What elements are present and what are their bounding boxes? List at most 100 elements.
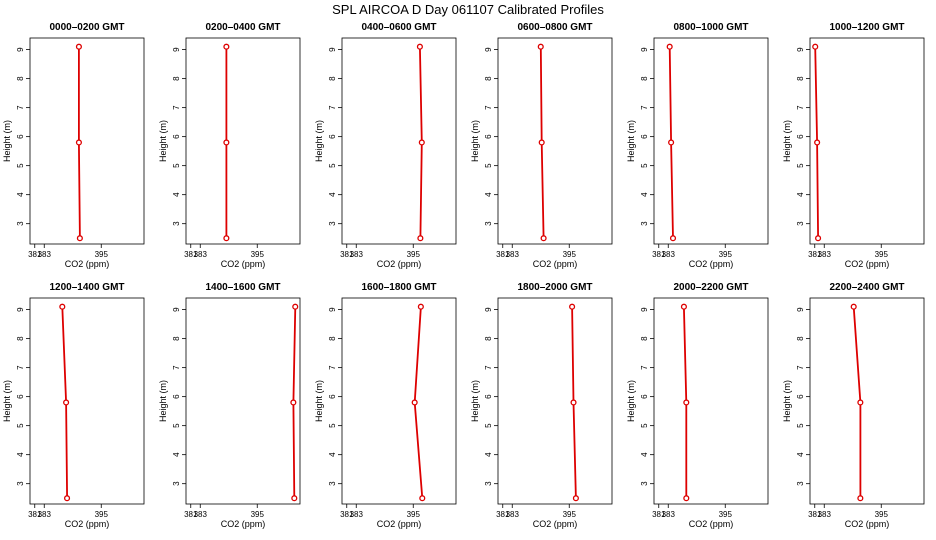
panel-title: 0200–0400 GMT [205,22,280,33]
x-tick-label: 383 [350,510,364,519]
profile-point [418,139,425,146]
y-tick-label: 8 [484,76,493,81]
y-tick-label: 4 [796,192,805,197]
x-tick-label: 395 [719,510,733,519]
y-axis-label: Height (m) [158,380,168,422]
panel-title: 1200–1400 GMT [49,282,124,293]
y-tick-label: 5 [328,163,337,168]
y-tick-label: 3 [16,481,25,486]
y-tick-label: 5 [796,163,805,168]
plot-frame [29,297,145,505]
profile-point [419,495,426,502]
y-tick-label: 7 [328,105,337,110]
x-tick-label: 381 [28,510,42,519]
x-tick-label: 381 [808,510,822,519]
y-tick-label: 3 [796,481,805,486]
profile-point [569,303,576,310]
y-tick-label: 5 [172,163,181,168]
profile-point [75,139,82,146]
y-tick-label: 3 [172,481,181,486]
y-tick-label: 6 [16,134,25,139]
profile-point [223,43,230,50]
plot-frame [185,37,301,245]
y-tick-label: 9 [484,47,493,52]
y-tick-label: 8 [796,336,805,341]
x-tick-label: 381 [652,510,666,519]
profile-point [680,303,687,310]
x-tick-label: 383 [38,250,52,259]
y-tick-label: 8 [640,76,649,81]
x-axis-label: CO2 (ppm) [533,259,578,269]
x-tick-label: 383 [662,250,676,259]
profile-point [815,235,822,242]
x-axis-label: CO2 (ppm) [689,259,734,269]
y-axis-label: Height (m) [158,120,168,162]
y-tick-label: 8 [172,336,181,341]
x-tick-label: 381 [184,510,198,519]
y-tick-label: 4 [328,192,337,197]
y-tick-label: 3 [328,221,337,226]
profile-point [572,495,579,502]
y-tick-label: 7 [640,365,649,370]
x-tick-label: 395 [875,510,889,519]
panel-title: 0400–0600 GMT [361,22,436,33]
y-axis-label: Height (m) [626,380,636,422]
y-tick-label: 9 [640,47,649,52]
y-tick-label: 6 [484,134,493,139]
y-tick-label: 5 [172,423,181,428]
x-axis-label: CO2 (ppm) [845,259,890,269]
y-tick-label: 5 [16,163,25,168]
y-axis-label: Height (m) [782,380,792,422]
y-tick-label: 6 [16,394,25,399]
y-tick-label: 4 [16,192,25,197]
x-axis-label: CO2 (ppm) [221,519,266,529]
x-tick-label: 395 [875,250,889,259]
y-tick-label: 7 [328,365,337,370]
x-axis-label: CO2 (ppm) [533,519,578,529]
profile-point [75,43,82,50]
y-tick-label: 7 [796,105,805,110]
x-axis-label: CO2 (ppm) [65,259,110,269]
panel-title: 0000–0200 GMT [49,22,124,33]
x-tick-label: 395 [95,510,109,519]
profile-point [291,495,298,502]
y-tick-label: 5 [796,423,805,428]
plot-frame [809,37,925,245]
y-tick-label: 8 [16,76,25,81]
x-tick-label: 383 [506,510,520,519]
panel-title: 1800–2000 GMT [517,282,592,293]
panel-title: 0600–0800 GMT [517,22,592,33]
y-tick-label: 8 [328,76,337,81]
y-axis-label: Height (m) [2,120,12,162]
profile-point [63,399,70,406]
y-tick-label: 4 [640,192,649,197]
x-tick-label: 381 [340,510,354,519]
y-tick-label: 6 [796,394,805,399]
plot-frame [809,297,925,505]
y-tick-label: 4 [796,452,805,457]
y-tick-label: 8 [484,336,493,341]
y-tick-label: 8 [796,76,805,81]
x-axis-label: CO2 (ppm) [221,259,266,269]
y-tick-label: 9 [16,307,25,312]
x-tick-label: 383 [506,250,520,259]
y-tick-label: 6 [796,134,805,139]
y-tick-label: 4 [640,452,649,457]
profile-point [570,399,577,406]
x-tick-label: 395 [407,510,421,519]
plot-frame [497,37,613,245]
profile-point [540,235,547,242]
y-tick-label: 4 [328,452,337,457]
x-tick-label: 395 [407,250,421,259]
y-tick-label: 8 [640,336,649,341]
y-tick-label: 4 [172,452,181,457]
y-axis-label: Height (m) [314,380,324,422]
y-tick-label: 5 [484,423,493,428]
x-tick-label: 381 [496,510,510,519]
